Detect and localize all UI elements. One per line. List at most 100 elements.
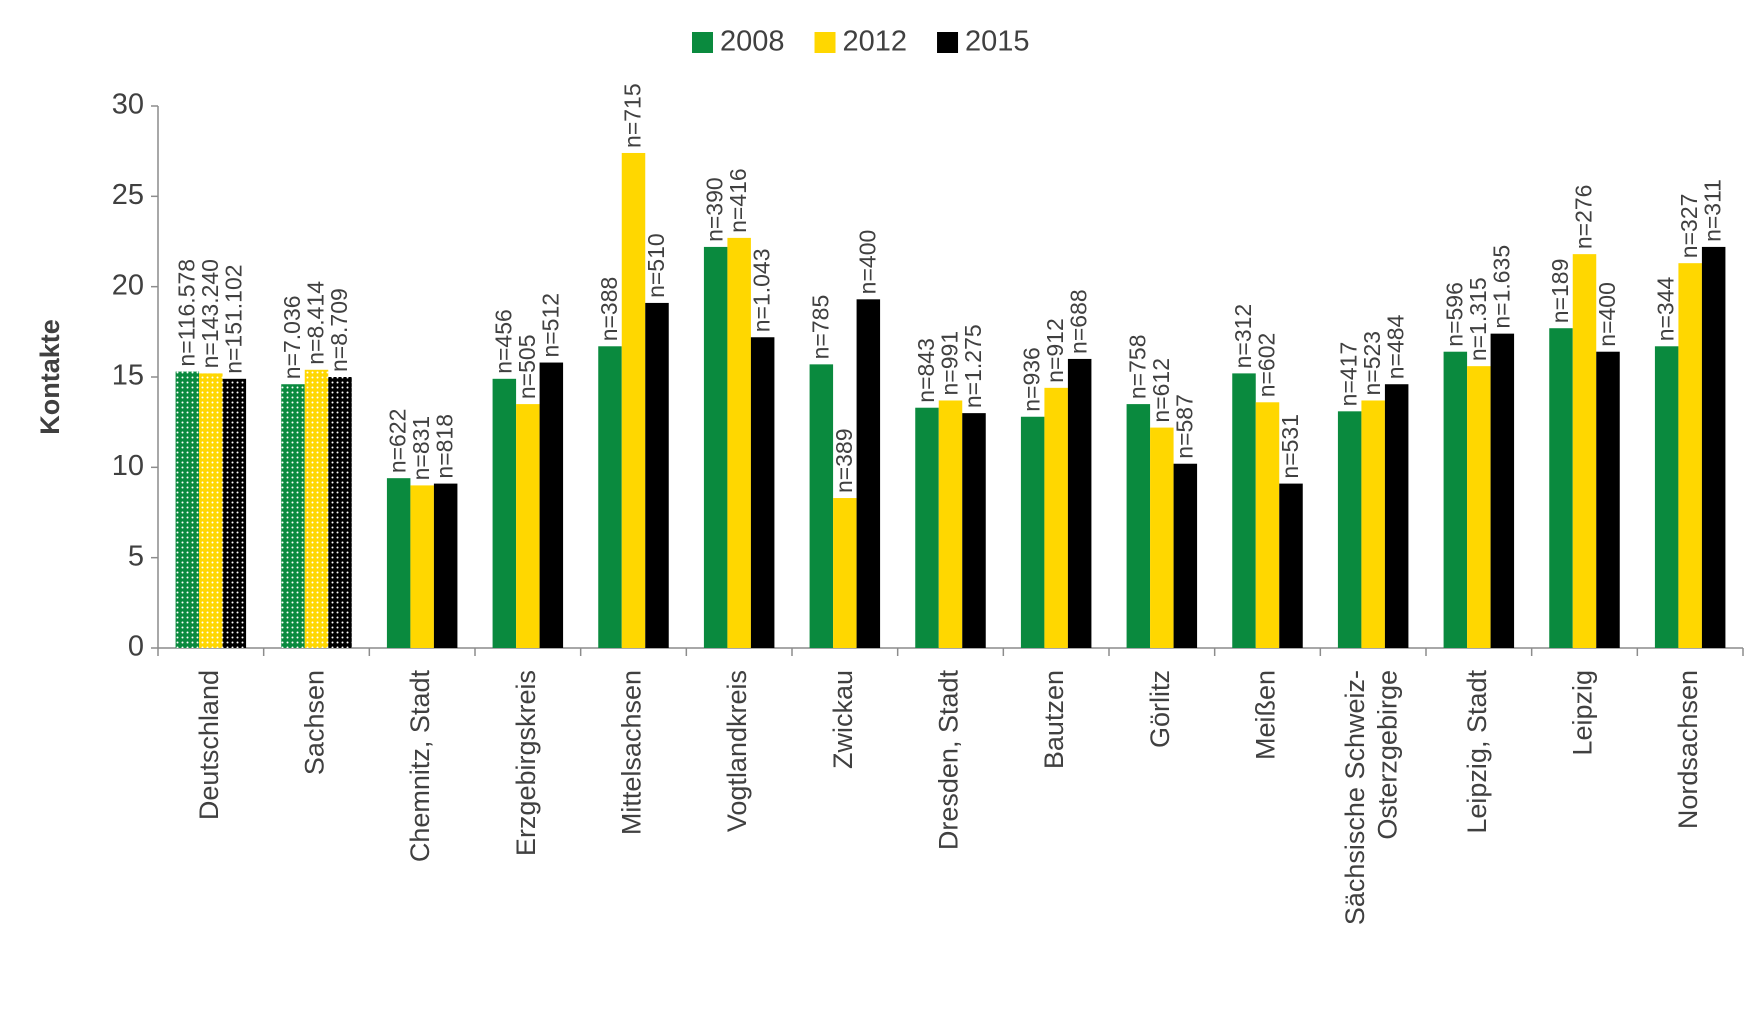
x-tick-label: Leipzig xyxy=(1568,670,1598,756)
sample-size-label: n=831 xyxy=(408,416,434,481)
legend-swatch xyxy=(692,32,713,53)
bar xyxy=(1337,411,1362,648)
sample-size-label: n=1.635 xyxy=(1488,245,1514,329)
bar xyxy=(304,369,329,648)
bar xyxy=(539,362,564,648)
bar xyxy=(1067,358,1092,648)
sample-size-label: n=327 xyxy=(1676,194,1702,259)
bar xyxy=(1443,351,1468,648)
sample-size-label: n=456 xyxy=(490,309,516,374)
y-axis-label: Kontakte xyxy=(35,319,65,435)
bar xyxy=(1467,366,1491,648)
bar xyxy=(1361,400,1385,648)
bar xyxy=(386,478,411,648)
sample-size-label: n=390 xyxy=(702,177,728,242)
sample-size-label: n=991 xyxy=(937,331,963,396)
y-tick-label: 20 xyxy=(112,269,144,301)
bar xyxy=(856,299,881,648)
y-tick-label: 25 xyxy=(112,179,144,211)
bar xyxy=(915,407,939,648)
x-tick-label: Nordsachsen xyxy=(1673,670,1703,829)
bar xyxy=(938,400,963,648)
sample-size-label: n=1.275 xyxy=(960,324,986,408)
sample-size-label: n=344 xyxy=(1653,276,1679,341)
bar xyxy=(621,152,646,648)
y-tick-label: 5 xyxy=(128,540,144,572)
sample-size-label: n=843 xyxy=(913,338,939,403)
y-tick-label: 15 xyxy=(112,360,144,392)
sample-size-label: n=785 xyxy=(807,295,833,360)
bar xyxy=(175,371,200,648)
bar xyxy=(1384,384,1409,648)
sample-size-label: n=417 xyxy=(1336,342,1362,407)
bar xyxy=(1150,427,1174,648)
sample-size-label: n=116.578 xyxy=(173,259,199,367)
bar xyxy=(809,364,834,648)
sample-size-label: n=612 xyxy=(1148,358,1174,423)
bar xyxy=(703,246,728,649)
x-tick-label: Meißen xyxy=(1251,670,1281,760)
sample-size-label: n=8.709 xyxy=(326,288,352,372)
x-tick-label: Dresden, Stadt xyxy=(934,670,964,851)
bar xyxy=(598,346,622,648)
x-tick-label: Bautzen xyxy=(1039,670,1069,769)
x-tick-label: Zwickau xyxy=(828,670,858,769)
legend-label: 2012 xyxy=(843,26,908,58)
bar xyxy=(1255,402,1280,648)
y-tick-label: 10 xyxy=(112,450,144,482)
bar xyxy=(492,378,517,648)
bar xyxy=(1173,463,1198,648)
sample-size-label: n=1.043 xyxy=(749,248,775,332)
bar xyxy=(727,237,751,649)
sample-size-label: n=512 xyxy=(537,293,563,358)
sample-size-label: n=912 xyxy=(1042,318,1068,383)
sample-size-label: n=510 xyxy=(643,233,669,298)
sample-size-label: n=151.102 xyxy=(220,264,246,373)
x-tick-label: Görlitz xyxy=(1145,670,1175,748)
sample-size-label: n=505 xyxy=(514,334,540,399)
sample-size-label: n=8.414 xyxy=(303,281,329,365)
bar xyxy=(1044,387,1068,648)
sample-size-label: n=688 xyxy=(1066,289,1092,354)
sample-size-label: n=596 xyxy=(1441,282,1467,347)
bar xyxy=(1701,246,1726,649)
sample-size-label: n=531 xyxy=(1277,414,1303,479)
bar xyxy=(433,483,458,648)
sample-size-label: n=523 xyxy=(1359,331,1385,396)
bar xyxy=(750,337,775,648)
bar xyxy=(328,377,352,648)
sample-size-label: n=143.240 xyxy=(197,259,223,368)
sample-size-label: n=389 xyxy=(831,428,857,493)
sample-size-label: n=312 xyxy=(1230,304,1256,369)
sample-size-label: n=400 xyxy=(1594,282,1620,347)
legend-swatch xyxy=(937,32,959,53)
bar xyxy=(1279,483,1303,648)
sample-size-label: n=818 xyxy=(432,414,458,479)
bar xyxy=(281,384,305,648)
x-tick-label: Chemnitz, Stadt xyxy=(405,670,435,863)
sample-size-label: n=388 xyxy=(596,277,622,342)
sample-size-label: n=276 xyxy=(1571,185,1597,250)
bar xyxy=(1126,404,1151,648)
bar xyxy=(1020,416,1045,648)
sample-size-label: n=400 xyxy=(854,230,880,295)
legend-label: 2008 xyxy=(720,26,785,58)
x-tick-label: Mittelsachsen xyxy=(617,670,647,835)
bar xyxy=(645,302,669,648)
bar xyxy=(222,378,247,648)
sample-size-label: n=587 xyxy=(1171,394,1197,459)
sample-size-label: n=1.315 xyxy=(1465,277,1491,361)
sample-size-label: n=758 xyxy=(1124,334,1150,399)
x-tick-label: Sachsen xyxy=(300,670,330,775)
y-tick-label: 0 xyxy=(128,631,144,663)
bar xyxy=(516,404,540,648)
sample-size-label: n=715 xyxy=(620,83,646,148)
bar xyxy=(1572,254,1597,648)
sample-size-label: n=189 xyxy=(1547,259,1573,324)
sample-size-label: n=416 xyxy=(725,168,751,233)
sample-size-label: n=622 xyxy=(385,409,411,474)
x-tick-label: Leipzig, Stadt xyxy=(1462,670,1492,834)
legend-swatch xyxy=(814,32,836,53)
bar xyxy=(1654,346,1679,648)
